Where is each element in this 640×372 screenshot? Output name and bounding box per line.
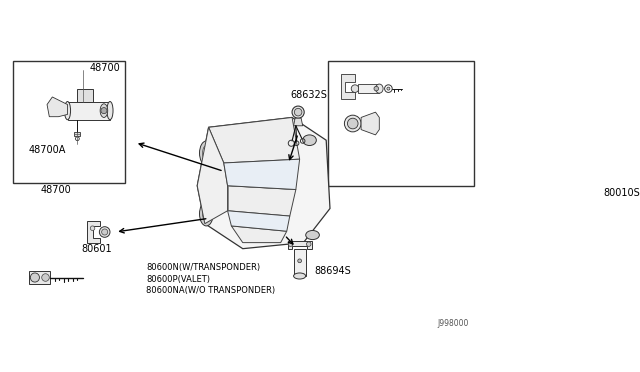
Ellipse shape xyxy=(260,235,264,238)
Text: 80600NA(W/O TRANSPONDER): 80600NA(W/O TRANSPONDER) xyxy=(147,286,276,295)
Ellipse shape xyxy=(200,202,213,226)
Ellipse shape xyxy=(202,206,210,221)
Ellipse shape xyxy=(298,259,301,263)
Polygon shape xyxy=(224,159,300,189)
Polygon shape xyxy=(197,127,228,224)
Ellipse shape xyxy=(294,108,302,116)
Circle shape xyxy=(307,242,311,246)
Polygon shape xyxy=(77,89,93,102)
Ellipse shape xyxy=(65,102,70,120)
Bar xyxy=(328,61,474,186)
Ellipse shape xyxy=(348,118,358,129)
Text: J998000: J998000 xyxy=(437,319,469,328)
Circle shape xyxy=(288,242,293,246)
Ellipse shape xyxy=(102,229,108,235)
Polygon shape xyxy=(47,97,67,117)
Circle shape xyxy=(90,226,95,231)
Polygon shape xyxy=(341,74,355,99)
Polygon shape xyxy=(232,226,287,243)
Circle shape xyxy=(30,273,40,282)
Ellipse shape xyxy=(351,85,359,92)
Polygon shape xyxy=(29,272,50,283)
Polygon shape xyxy=(361,112,380,135)
Ellipse shape xyxy=(107,102,113,120)
Bar xyxy=(13,61,125,183)
Polygon shape xyxy=(358,84,380,93)
Ellipse shape xyxy=(100,104,108,118)
Polygon shape xyxy=(294,118,303,126)
Polygon shape xyxy=(197,118,330,249)
Polygon shape xyxy=(287,241,312,249)
Text: 80601: 80601 xyxy=(81,244,112,254)
Ellipse shape xyxy=(294,273,306,279)
Ellipse shape xyxy=(76,137,79,141)
Ellipse shape xyxy=(292,106,304,118)
Polygon shape xyxy=(209,118,300,163)
Circle shape xyxy=(387,87,390,90)
Ellipse shape xyxy=(99,227,110,237)
Ellipse shape xyxy=(202,145,210,161)
Text: 48700: 48700 xyxy=(90,63,120,73)
Ellipse shape xyxy=(344,115,361,132)
Text: 48700: 48700 xyxy=(40,185,71,195)
Text: 68632S: 68632S xyxy=(291,90,328,100)
Text: 80600N(W/TRANSPONDER): 80600N(W/TRANSPONDER) xyxy=(147,263,260,272)
Circle shape xyxy=(42,274,49,281)
Ellipse shape xyxy=(303,135,316,145)
Ellipse shape xyxy=(200,141,213,165)
Polygon shape xyxy=(87,221,100,243)
Ellipse shape xyxy=(252,196,257,201)
Ellipse shape xyxy=(306,231,319,240)
Polygon shape xyxy=(228,211,290,231)
Circle shape xyxy=(374,86,378,91)
Polygon shape xyxy=(294,249,306,276)
Polygon shape xyxy=(67,102,110,120)
Ellipse shape xyxy=(376,84,383,93)
Polygon shape xyxy=(74,132,81,137)
Polygon shape xyxy=(228,186,296,216)
Text: 80010S: 80010S xyxy=(603,187,640,198)
Text: 48700A: 48700A xyxy=(29,145,66,155)
Circle shape xyxy=(101,108,107,114)
Text: 88694S: 88694S xyxy=(315,266,351,276)
Text: 80600P(VALET): 80600P(VALET) xyxy=(147,275,211,283)
